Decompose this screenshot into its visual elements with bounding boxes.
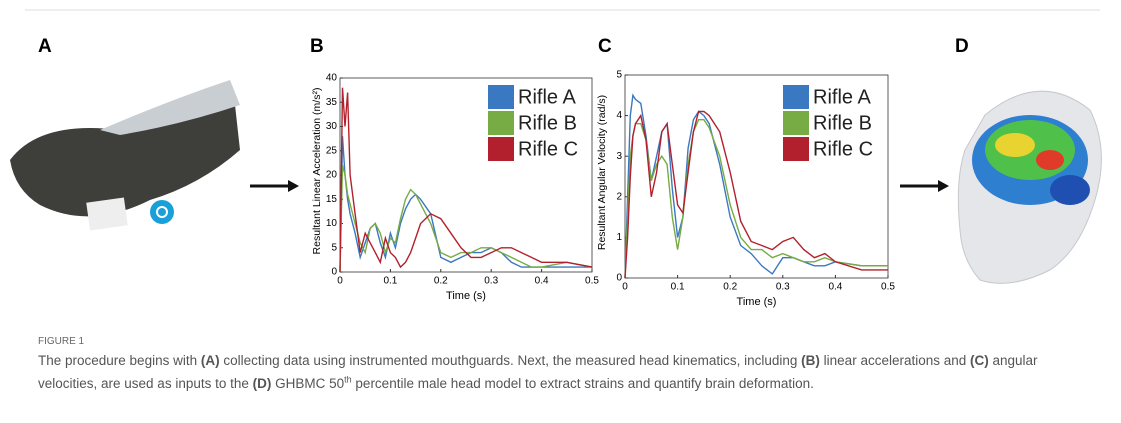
y-tick-label: 4 bbox=[616, 110, 622, 121]
y-tick-label: 1 bbox=[616, 232, 622, 243]
x-tick-label: 0.1 bbox=[671, 282, 685, 293]
x-axis-label: Time (s) bbox=[737, 296, 777, 308]
head-model-illustration bbox=[957, 90, 1102, 284]
panel-reference: (D) bbox=[252, 375, 272, 391]
x-tick-label: 0.4 bbox=[535, 276, 549, 287]
panel-label: B bbox=[310, 36, 324, 57]
x-tick-label: 0.5 bbox=[585, 276, 599, 287]
series-line bbox=[339, 136, 592, 273]
x-axis-label: Time (s) bbox=[446, 290, 486, 302]
panel-reference: (B) bbox=[801, 353, 820, 368]
legend-label: Rifle C bbox=[813, 138, 873, 160]
series-line bbox=[339, 87, 593, 273]
y-tick-label: 40 bbox=[326, 73, 338, 84]
x-tick-label: 0.5 bbox=[881, 282, 895, 293]
x-tick-label: 0.2 bbox=[434, 276, 448, 287]
y-tick-label: 2 bbox=[616, 191, 622, 202]
panel-label: C bbox=[598, 36, 612, 57]
y-tick-label: 35 bbox=[326, 97, 338, 108]
figure-label: FIGURE 1 bbox=[38, 336, 85, 347]
y-tick-label: 15 bbox=[326, 194, 338, 205]
y-tick-label: 5 bbox=[331, 242, 337, 253]
y-tick-label: 25 bbox=[326, 145, 338, 156]
legend-swatch bbox=[488, 111, 514, 135]
caption-segment: GHBMC 50 bbox=[271, 375, 345, 391]
y-tick-label: 3 bbox=[616, 151, 622, 162]
caption-segment: th bbox=[344, 374, 352, 384]
panel-reference: (C) bbox=[970, 353, 989, 368]
y-tick-label: 5 bbox=[616, 70, 622, 81]
x-tick-label: 0.4 bbox=[828, 282, 842, 293]
legend-swatch bbox=[783, 111, 809, 135]
caption-segment: percentile male head model to extract st… bbox=[351, 375, 814, 391]
panel-label: D bbox=[955, 36, 969, 57]
series-line bbox=[624, 110, 888, 279]
legend-swatch bbox=[488, 137, 514, 161]
caption: FIGURE 1 The procedure begins with (A) co… bbox=[38, 333, 1098, 393]
legend-label: Rifle C bbox=[518, 138, 578, 160]
legend-swatch bbox=[783, 85, 809, 109]
figure: A B C D 0 0.1 0.2 0.3 0.4 0.50510152025303540… bbox=[10, 9, 1102, 308]
legend-label: Rifle B bbox=[813, 112, 872, 134]
y-tick-label: 30 bbox=[326, 121, 338, 132]
legend-label: Rifle B bbox=[518, 112, 577, 134]
arrow bbox=[250, 180, 949, 192]
caption-text: The procedure begins with (A) collecting… bbox=[38, 353, 1038, 391]
plot-frame bbox=[624, 74, 889, 279]
x-tick-label: 0.2 bbox=[723, 282, 737, 293]
x-tick-label: 0.3 bbox=[776, 282, 790, 293]
y-axis-label: Resultant Linear Acceleration (m/s²) bbox=[311, 88, 323, 255]
legend-label: Rifle A bbox=[813, 86, 871, 108]
legend-swatch bbox=[783, 137, 809, 161]
y-tick-label: 20 bbox=[326, 170, 338, 181]
caption-segment: The procedure begins with bbox=[38, 353, 201, 368]
y-axis-label: Resultant Angular Velocity (rad/s) bbox=[596, 95, 608, 250]
panel-reference: (A) bbox=[200, 353, 220, 368]
x-tick-label: 0.1 bbox=[383, 276, 397, 287]
caption-segment: angular velocities, are used as inputs t… bbox=[38, 353, 1038, 391]
legend-label: Rifle A bbox=[518, 86, 576, 108]
y-tick-label: 10 bbox=[326, 218, 338, 229]
panel-label: A bbox=[38, 36, 52, 57]
mouthguard-illustration bbox=[10, 80, 240, 231]
y-tick-label: 0 bbox=[616, 273, 622, 284]
x-tick-label: 0 bbox=[622, 282, 628, 293]
caption-segment: linear accelerations and bbox=[819, 353, 971, 368]
x-tick-label: 0 bbox=[337, 276, 343, 287]
y-tick-label: 0 bbox=[331, 267, 337, 278]
x-tick-label: 0.3 bbox=[484, 276, 498, 287]
caption-segment: collecting data using instrumented mouth… bbox=[219, 353, 802, 368]
legend-swatch bbox=[488, 85, 514, 109]
series-line bbox=[624, 119, 888, 279]
